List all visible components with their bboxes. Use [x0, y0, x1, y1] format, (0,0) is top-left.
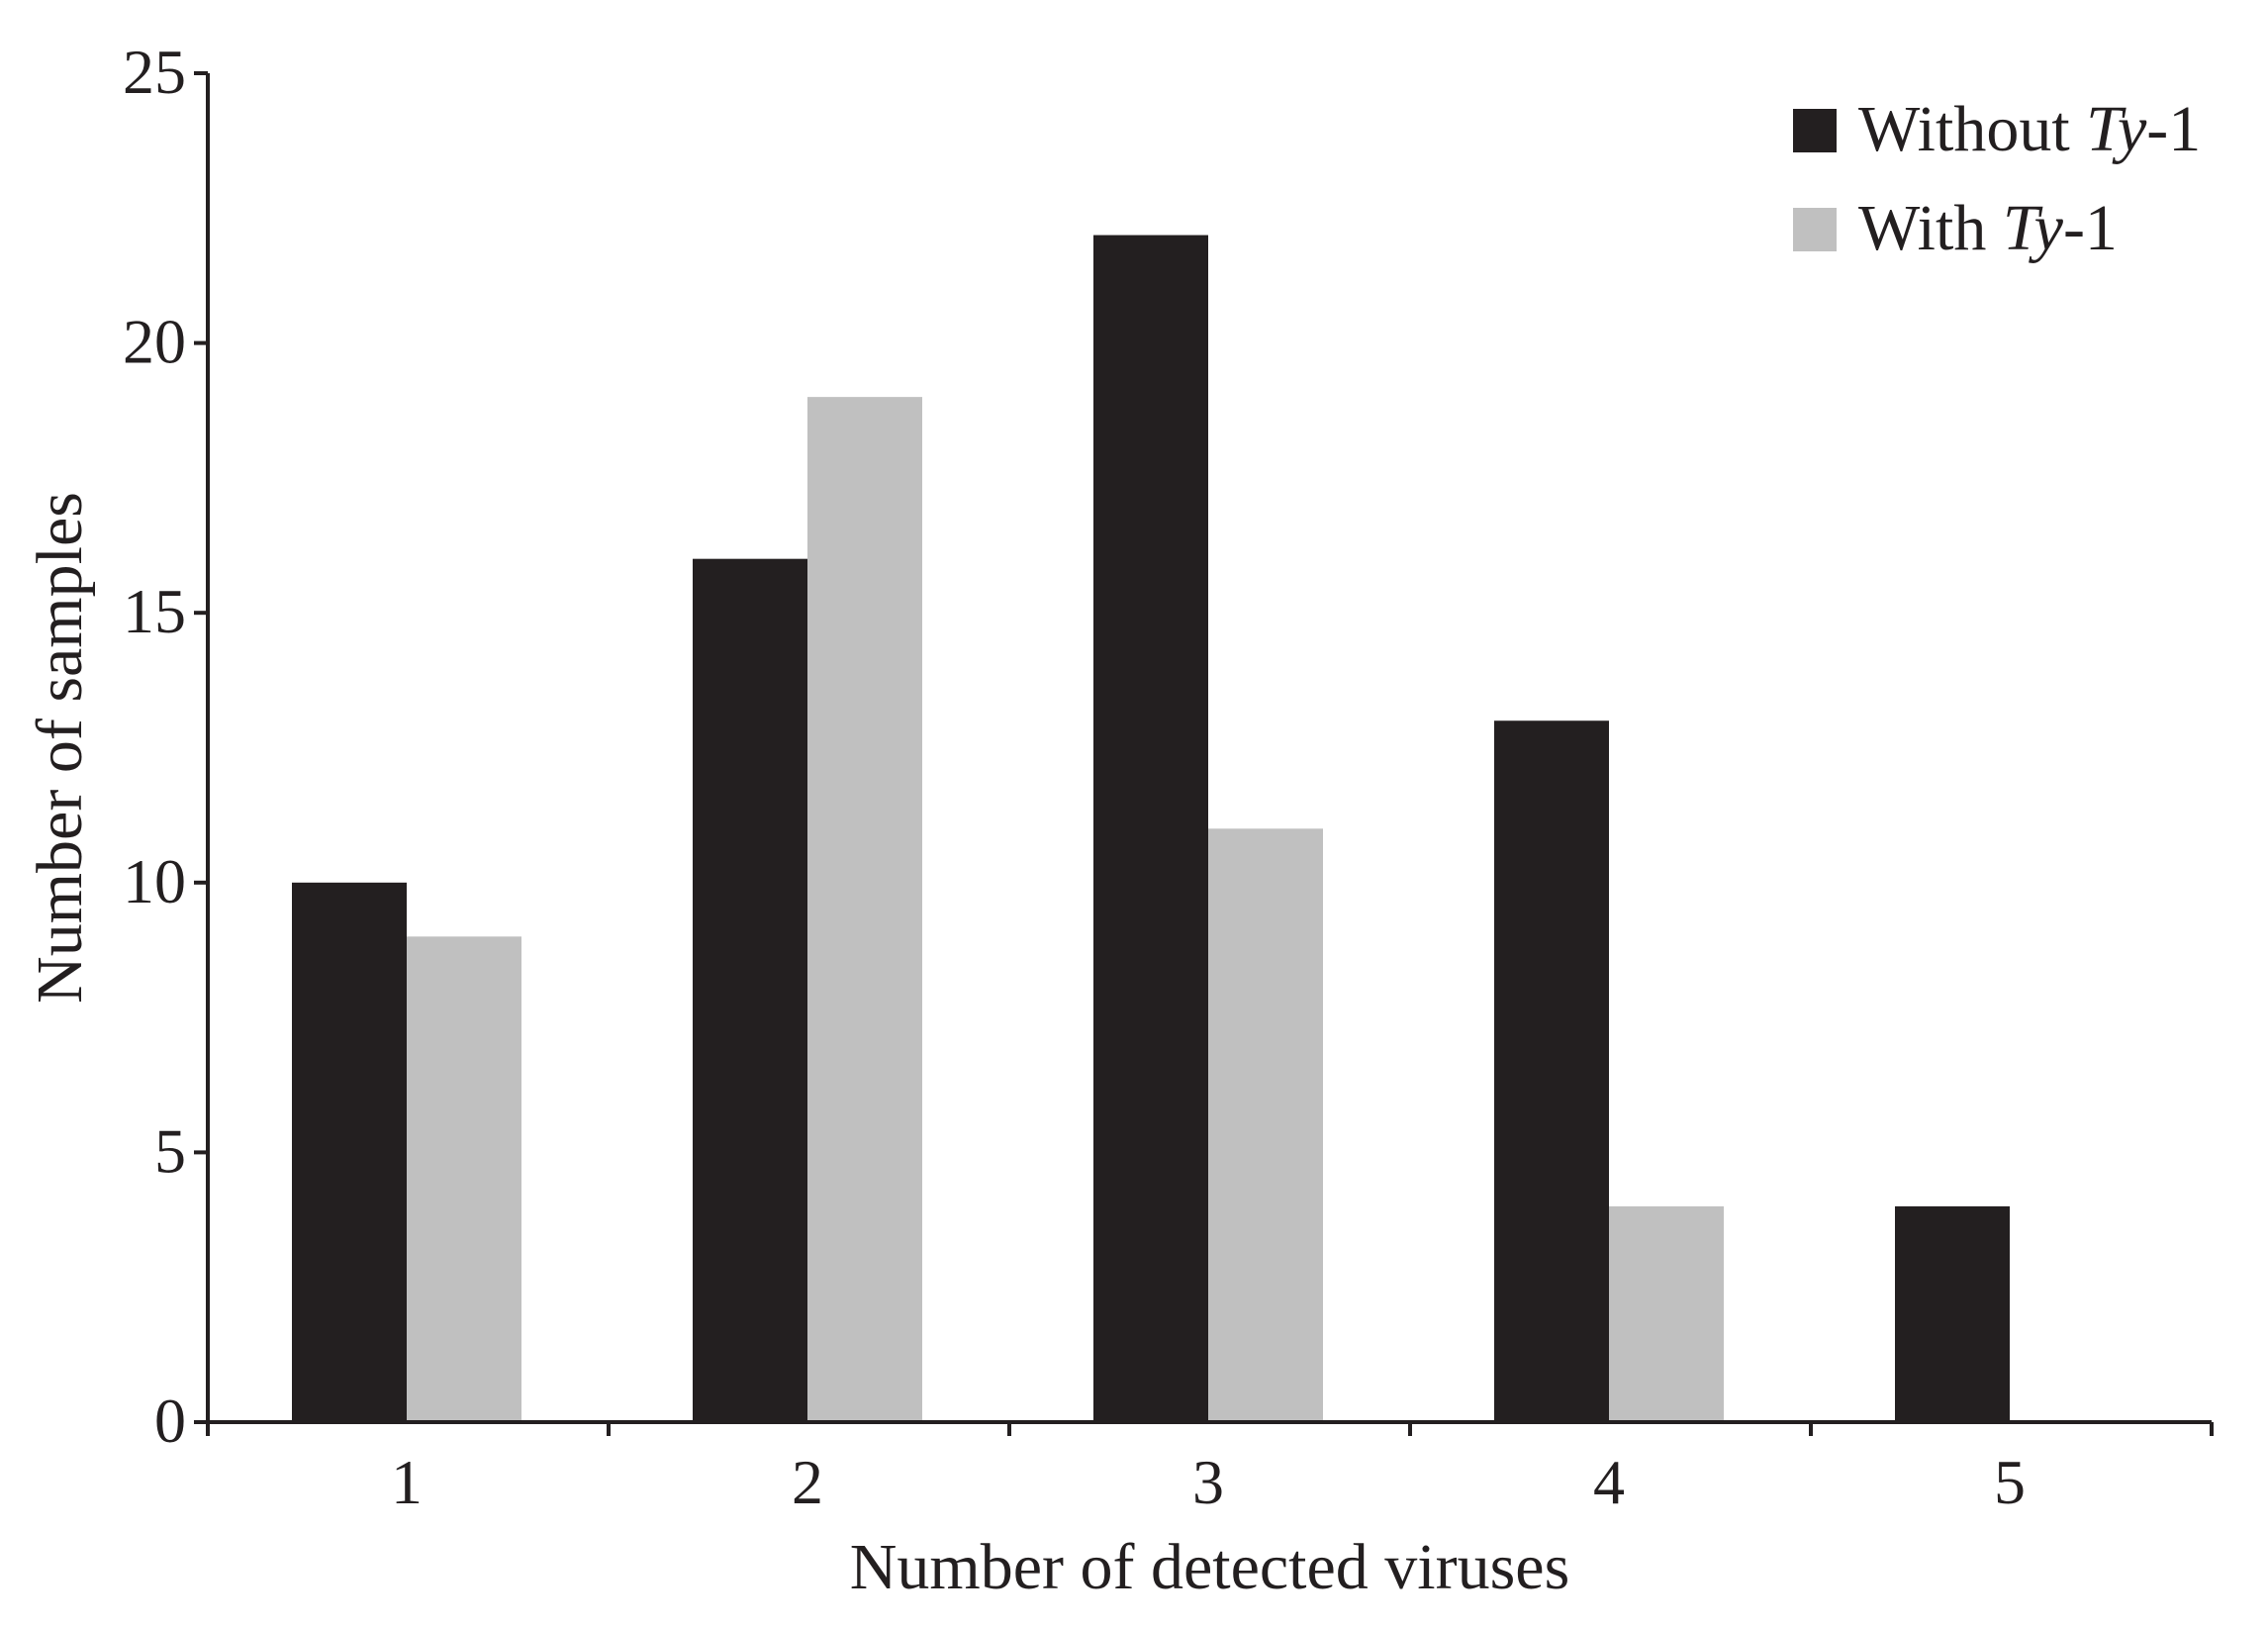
x-axis-label: Number of detected viruses	[850, 1531, 1570, 1603]
y-tick-label-20: 20	[123, 307, 186, 377]
x-tick-label-5: 5	[1994, 1447, 2026, 1517]
legend-swatch-1	[1793, 109, 1837, 152]
y-ticks-group: 0 5 10 15 20 25	[123, 37, 208, 1456]
legend-label-1: Without Ty-1	[1858, 93, 2201, 165]
bar-series2-cat-3	[1208, 828, 1323, 1422]
legend-swatch-2	[1793, 208, 1837, 251]
y-tick-label-5: 5	[154, 1115, 186, 1186]
bar-series1-cat-4	[1494, 720, 1609, 1422]
bar-series1-cat-1	[292, 882, 407, 1422]
y-tick-label-10: 10	[123, 846, 186, 916]
legend-label-2: With Ty-1	[1858, 192, 2118, 264]
x-ticks-group: 1 2 3 4 5	[206, 1422, 2214, 1517]
y-tick-label-25: 25	[123, 37, 186, 107]
y-tick-label-0: 0	[154, 1386, 186, 1456]
legend: Without Ty-1 With Ty-1	[1793, 93, 2201, 264]
axes-group	[206, 73, 2212, 1424]
x-tick-label-4: 4	[1593, 1447, 1625, 1517]
y-axis-label: Number of samples	[24, 492, 96, 1004]
bar-series1-cat-2	[693, 558, 807, 1422]
bar-series1-cat-3	[1093, 235, 1208, 1422]
bars-group	[292, 235, 2010, 1422]
x-tick-label-3: 3	[1192, 1447, 1224, 1517]
bar-series2-cat-1	[407, 936, 521, 1422]
y-tick-label-15: 15	[123, 576, 186, 646]
x-tick-label-1: 1	[391, 1447, 423, 1517]
bar-series1-cat-5	[1895, 1205, 2010, 1422]
bar-series2-cat-2	[807, 397, 922, 1422]
x-tick-label-2: 2	[792, 1447, 823, 1517]
bar-series2-cat-4	[1609, 1205, 1724, 1422]
